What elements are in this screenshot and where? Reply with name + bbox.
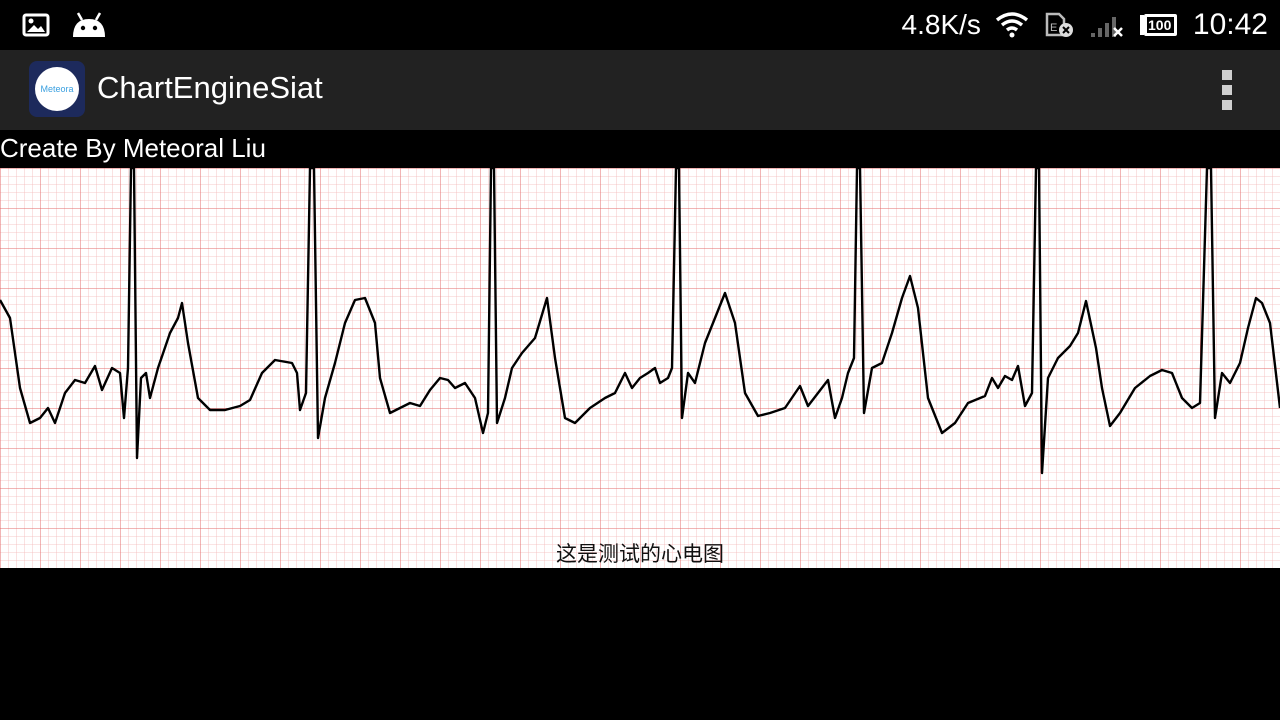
- system-indicators: 4.8K/s E 100 10:42: [902, 0, 1268, 50]
- ecg-plot: [0, 166, 1280, 568]
- network-speed: 4.8K/s: [901, 9, 981, 40]
- app-icon[interactable]: Meteora: [29, 61, 85, 117]
- ecg-trace: [0, 166, 1280, 475]
- chart-caption: 这是测试的心电图: [556, 542, 724, 566]
- author-credit: Create By Meteoral Liu: [0, 133, 266, 163]
- svg-text:E: E: [1050, 22, 1057, 34]
- app-logo: Meteora: [35, 67, 79, 111]
- sim-disabled-icon: E: [1045, 12, 1073, 37]
- battery-icon: 100: [1139, 14, 1177, 36]
- app-title: ChartEngineSiat: [97, 70, 323, 105]
- gallery-icon: [22, 13, 50, 37]
- action-bar: Meteora ChartEngineSiat: [0, 50, 1280, 130]
- notification-icons: [22, 11, 108, 39]
- status-bar: 4.8K/s E 100 10:42: [0, 0, 1280, 50]
- overflow-menu-icon[interactable]: [1222, 70, 1234, 110]
- android-icon: [73, 12, 105, 37]
- ecg-grid: [0, 168, 1280, 568]
- svg-text:100: 100: [1148, 17, 1172, 33]
- signal-no-service-icon: [1090, 17, 1123, 37]
- wifi-icon: [995, 12, 1029, 38]
- clock: 10:42: [1192, 8, 1268, 41]
- ecg-chart: [0, 166, 1280, 568]
